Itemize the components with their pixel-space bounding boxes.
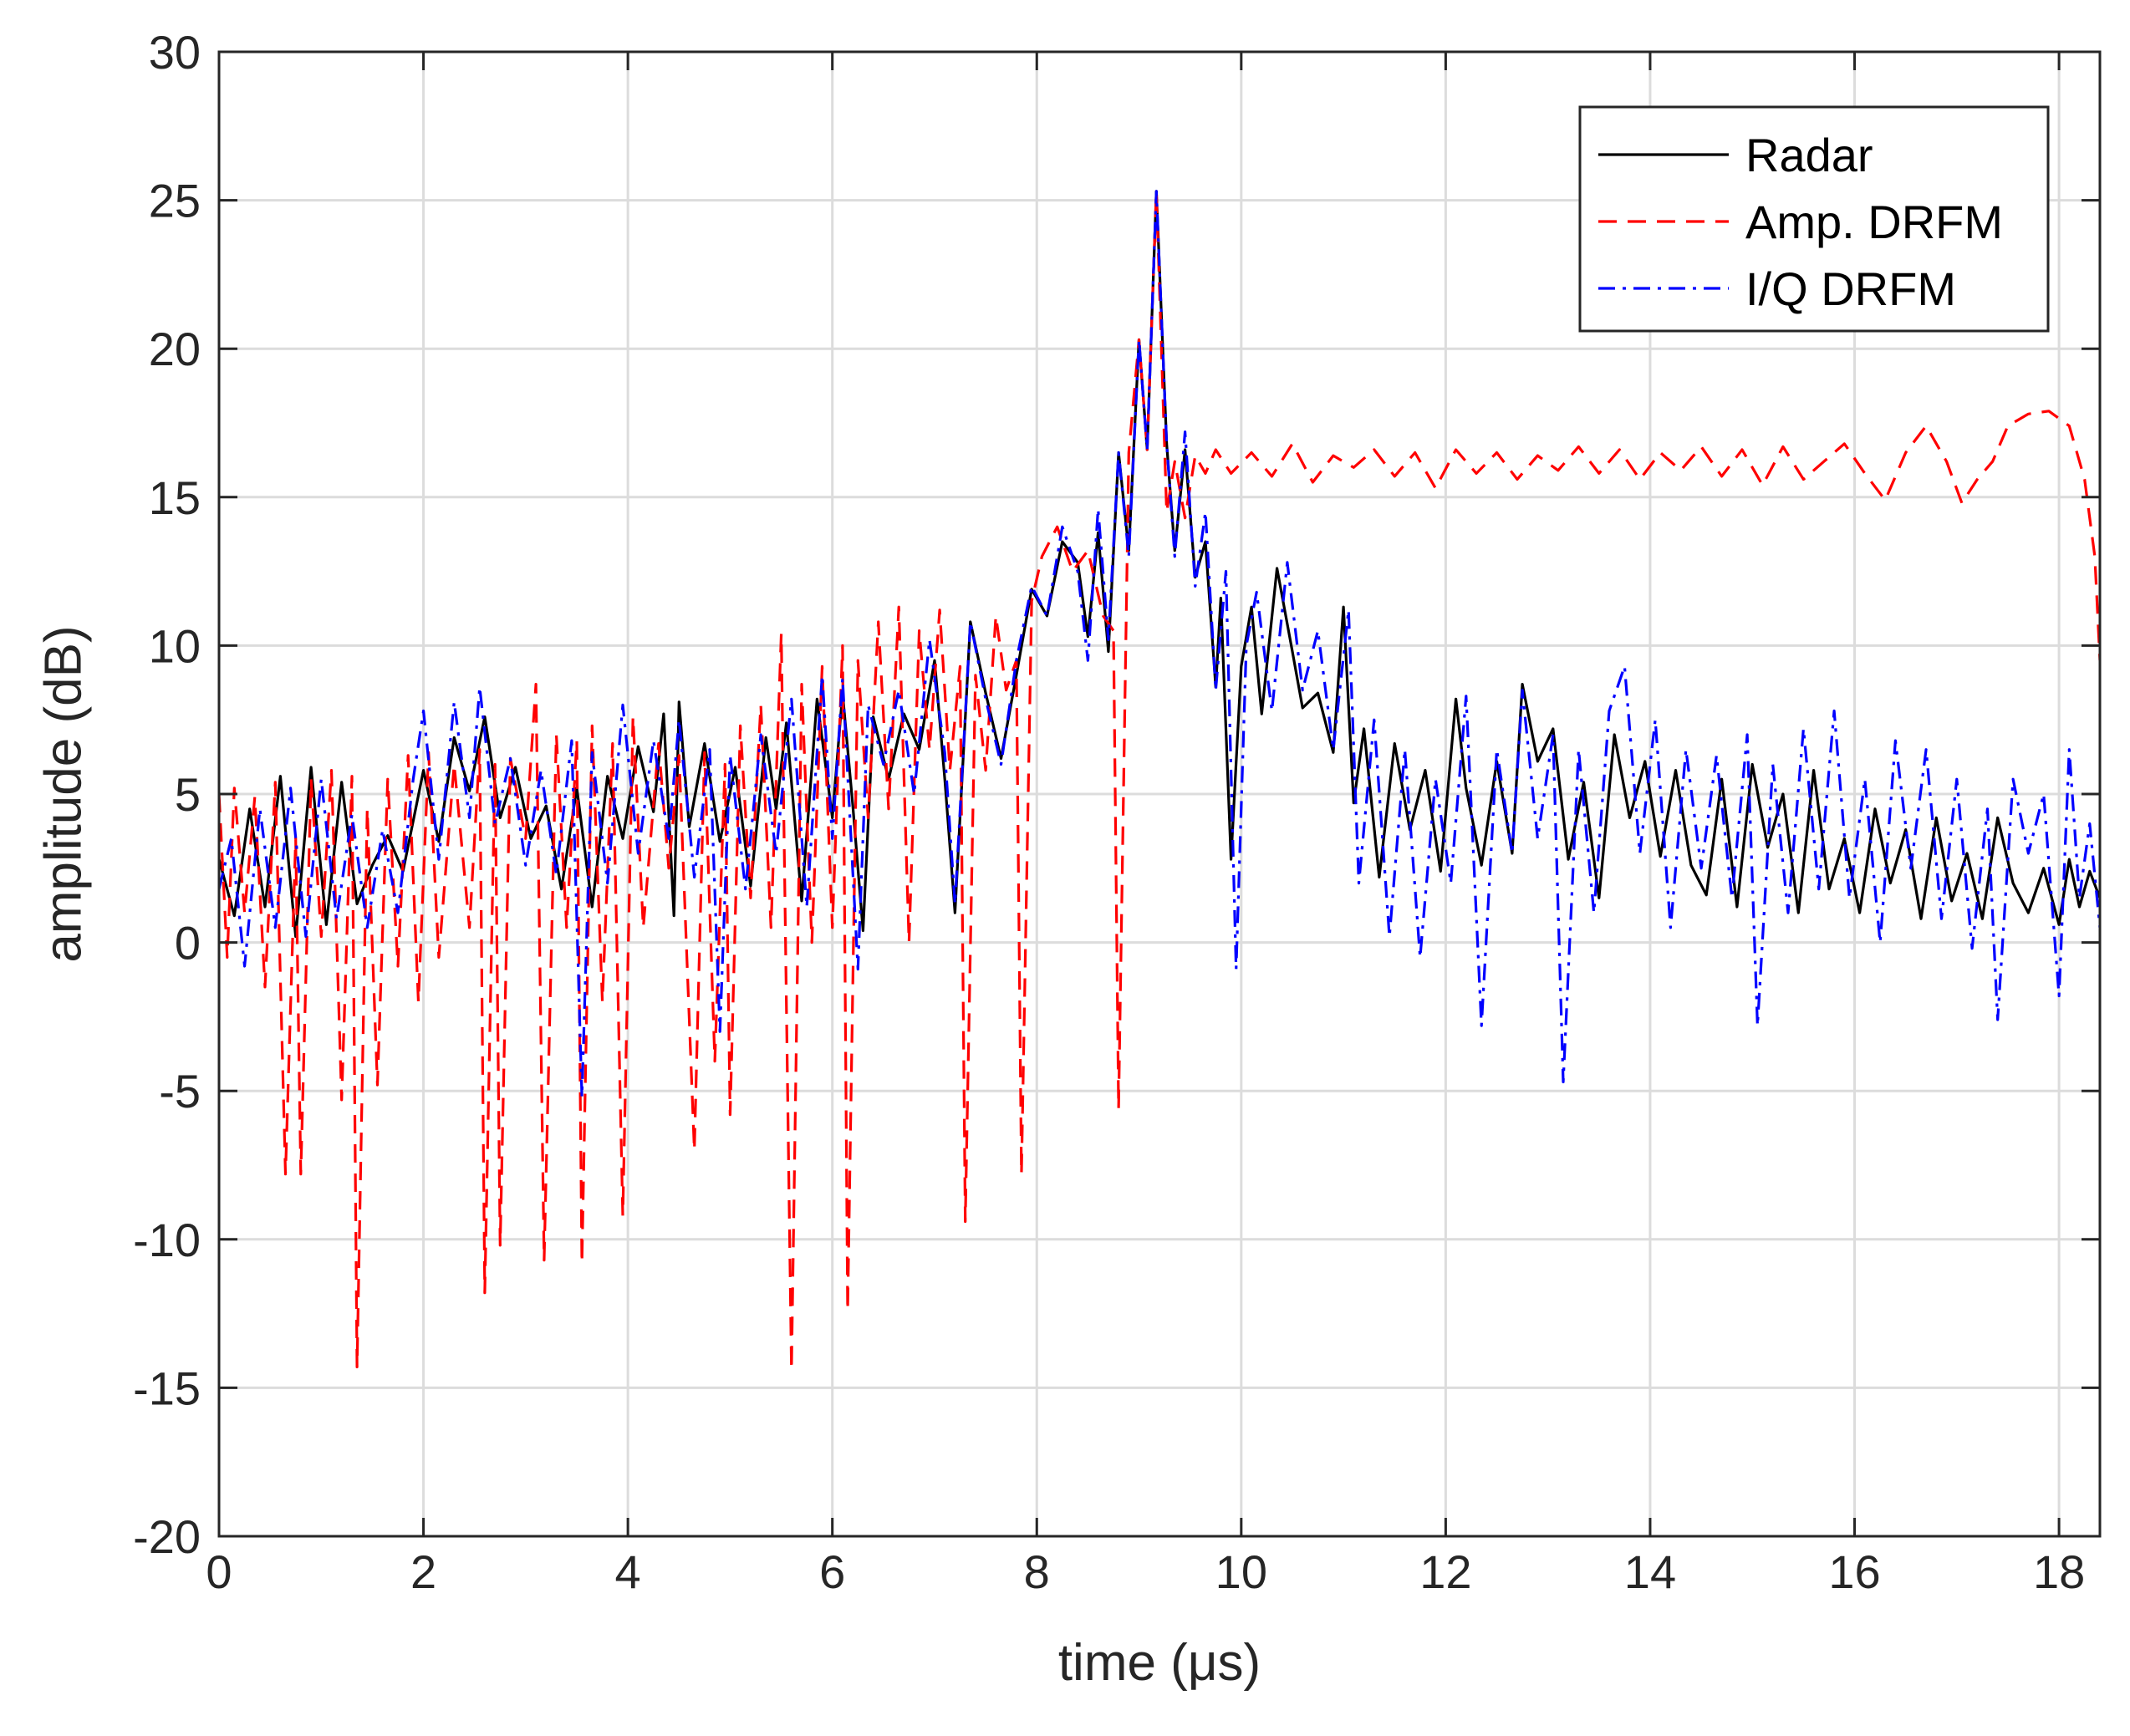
y-tick-label: -5 [159,1065,201,1117]
legend-box [1578,105,2050,333]
series-line-amp-drfm [219,190,2100,1372]
x-tick-label: 4 [615,1545,641,1598]
y-tick-label: 25 [149,175,201,227]
x-tick-label: 10 [1215,1545,1267,1598]
y-axis-label: amplitude (dB) [34,625,92,962]
y-tick-label: 0 [175,917,201,970]
legend-label: Amp. DRFM [1745,196,2003,248]
y-tick-label: 10 [149,619,201,672]
series-group [219,190,2100,1372]
x-tick-label: 8 [1024,1545,1050,1598]
y-tick-label: -15 [133,1362,201,1414]
x-tick-label: 14 [1624,1545,1676,1598]
y-tick-label: -10 [133,1214,201,1266]
legend-label: I/Q DRFM [1745,262,1956,315]
x-tick-label: 0 [206,1545,232,1598]
y-tick-label: 15 [149,471,201,524]
y-tick-label: 30 [149,26,201,79]
x-tick-label: 18 [2033,1545,2085,1598]
series-line-i-q-drfm [219,190,2100,1098]
x-tick-label: 6 [819,1545,845,1598]
x-tick-label: 2 [410,1545,436,1598]
legend-label: Radar [1745,129,1873,181]
legend: Radar Amp. DRFM I/Q DRFM [1578,105,2050,333]
y-tick-label: 5 [175,768,201,821]
axis-ticks: 0 2 4 6 8 10 12 14 16 18 -20 -15 -10 -5 0 5 10 15 20 25 30 [133,26,2100,1598]
x-axis-label: time (μs) [1058,1634,1261,1692]
x-tick-label: 12 [1419,1545,1471,1598]
x-tick-label: 16 [1828,1545,1880,1598]
y-tick-label: 20 [149,323,201,375]
y-tick-label: -20 [133,1510,201,1563]
